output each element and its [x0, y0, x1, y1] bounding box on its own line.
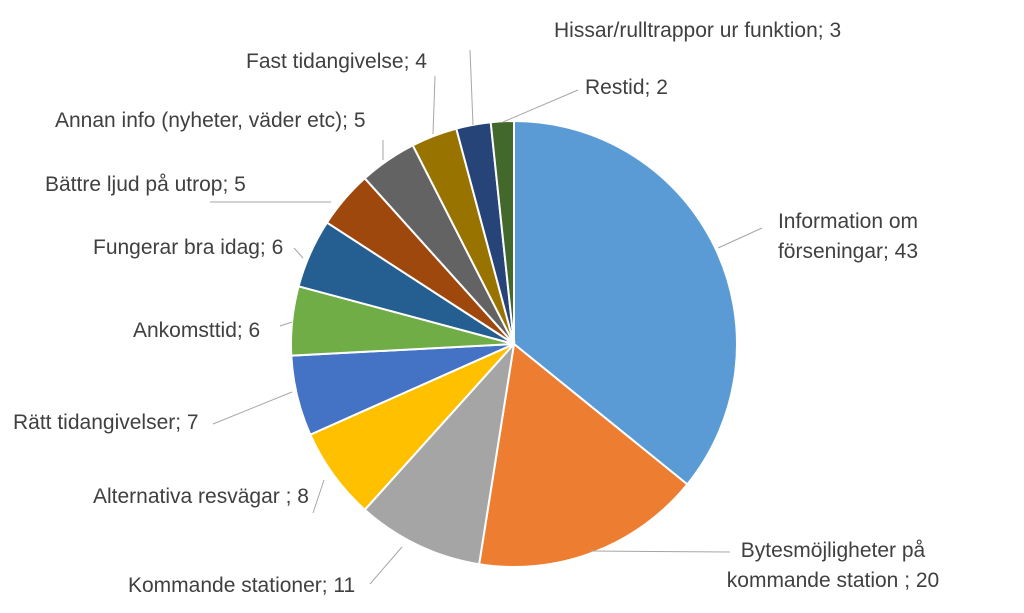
pie-slice-information-om-forseningar [513, 119, 738, 486]
slice-labels: Information om förseningar; 43 Bytesmöjlig… [13, 19, 939, 597]
leader-line-ankomsttid [279, 321, 293, 327]
leader-line-information-om-forseningar [717, 227, 763, 249]
slice-label-bytesmojligheter-pa-kommande-station: Bytesmöjligheter på kommande station ; 20 [727, 539, 939, 592]
slice-label-kommande-stationer: Kommande stationer; 11 [128, 574, 355, 597]
leader-line-fungerar-bra-idag [293, 247, 304, 259]
slice-label-hissar-rulltrappor-ur-funktion: Hissar/rulltrappor ur funktion; 3 [554, 19, 841, 42]
leader-lines [210, 49, 763, 585]
pie-slice-kommande-stationer [363, 340, 516, 566]
leader-line-kommande-stationer [369, 546, 403, 585]
leader-line-alternativa-resvagar [312, 479, 325, 514]
slice-label-battre-ljud-pa-utrop: Bättre ljud på utrop; 5 [45, 173, 246, 196]
leader-line-fast-tidangivelse [432, 75, 436, 135]
slice-label-annan-info-nyheter-vader-etc: Annan info (nyheter, väder etc); 5 [55, 109, 366, 132]
slice-label-alternativa-resvagar: Alternativa resvägar ; 8 [93, 485, 309, 508]
leader-line-hissar-rulltrappor-ur-funktion [469, 49, 474, 126]
leader-line-ratt-tidangivelser [212, 391, 293, 425]
slice-label-fungerar-bra-idag: Fungerar bra idag; 6 [93, 236, 283, 259]
leader-line-bytesmojligheter-pa-kommande-station [590, 550, 731, 553]
slice-label-ankomsttid: Ankomsttid; 6 [133, 319, 260, 342]
slice-label-information-om-forseningar: Information om förseningar; 43 [778, 210, 918, 263]
slice-label-fast-tidangivelse: Fast tidangivelse; 4 [246, 50, 427, 73]
slice-label-ratt-tidangivelser: Rätt tidangivelser; 7 [13, 411, 199, 434]
pie-slice-bytesmojligheter-pa-kommande-station [477, 342, 689, 568]
slice-label-restid: Restid; 2 [585, 76, 668, 99]
pie-slice-restid [489, 119, 515, 345]
leader-line-restid [502, 89, 579, 123]
pie-slices [290, 119, 738, 568]
